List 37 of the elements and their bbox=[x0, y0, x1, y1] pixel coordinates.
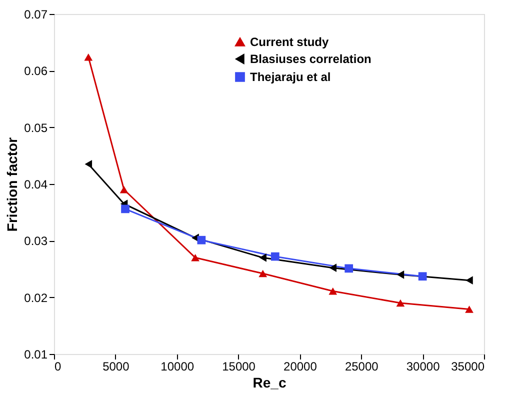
y-tick-label: 0.06 bbox=[24, 64, 48, 78]
x-tick-label: 25000 bbox=[344, 360, 379, 374]
point bbox=[191, 254, 200, 262]
x-tick-label: 5000 bbox=[102, 360, 130, 374]
legend-label: Thejaraju et al bbox=[250, 70, 331, 84]
y-tick-label: 0.02 bbox=[24, 290, 48, 305]
x-tick-label: 15000 bbox=[222, 360, 256, 374]
point bbox=[121, 204, 130, 214]
point bbox=[344, 264, 354, 273]
point bbox=[328, 287, 338, 295]
point bbox=[270, 252, 280, 261]
y-tick-label: 0.01 bbox=[24, 348, 48, 362]
x-tick-label: 35000 bbox=[451, 360, 485, 374]
x-tick-label: 0 bbox=[54, 360, 62, 374]
point bbox=[197, 236, 206, 244]
y-tick-label: 0.05 bbox=[24, 120, 48, 135]
legend-label: Current study bbox=[250, 35, 329, 49]
x-tick-label: 10000 bbox=[160, 360, 194, 374]
point bbox=[84, 53, 93, 61]
x-tick-label: 20000 bbox=[284, 360, 318, 374]
point bbox=[259, 253, 266, 262]
x-tick-label: 30000 bbox=[406, 360, 440, 374]
point bbox=[396, 299, 405, 307]
point bbox=[396, 270, 404, 279]
legend-label: Blasiuses correlation bbox=[250, 52, 372, 66]
point bbox=[466, 276, 473, 285]
point bbox=[84, 160, 92, 168]
y-tick-label: 0.07 bbox=[24, 8, 48, 22]
y-tick-label: 0.03 bbox=[24, 234, 48, 248]
y-tick-label: 0.04 bbox=[24, 178, 48, 192]
x-axis-title: Re_c bbox=[252, 374, 286, 390]
point bbox=[418, 272, 427, 281]
y-axis-title: Friction factor bbox=[4, 136, 20, 232]
point bbox=[120, 186, 128, 194]
point bbox=[258, 270, 268, 278]
point bbox=[329, 264, 337, 272]
point bbox=[465, 306, 474, 313]
